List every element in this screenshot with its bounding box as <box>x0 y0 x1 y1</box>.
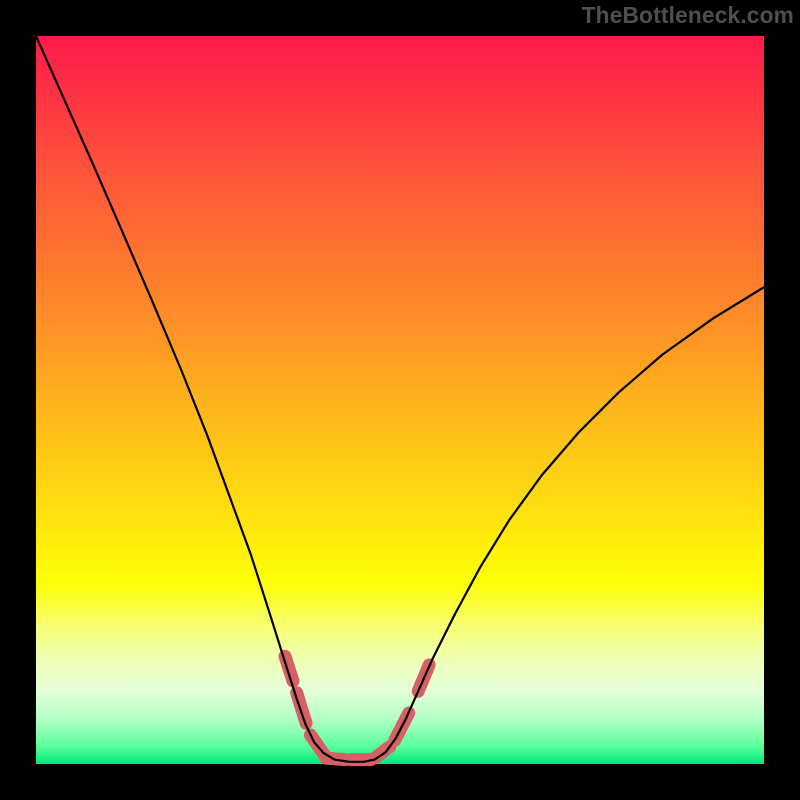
plot-background <box>36 36 764 764</box>
chart-svg <box>0 0 800 800</box>
chart-container: TheBottleneck.com <box>0 0 800 800</box>
watermark-text: TheBottleneck.com <box>582 2 794 29</box>
